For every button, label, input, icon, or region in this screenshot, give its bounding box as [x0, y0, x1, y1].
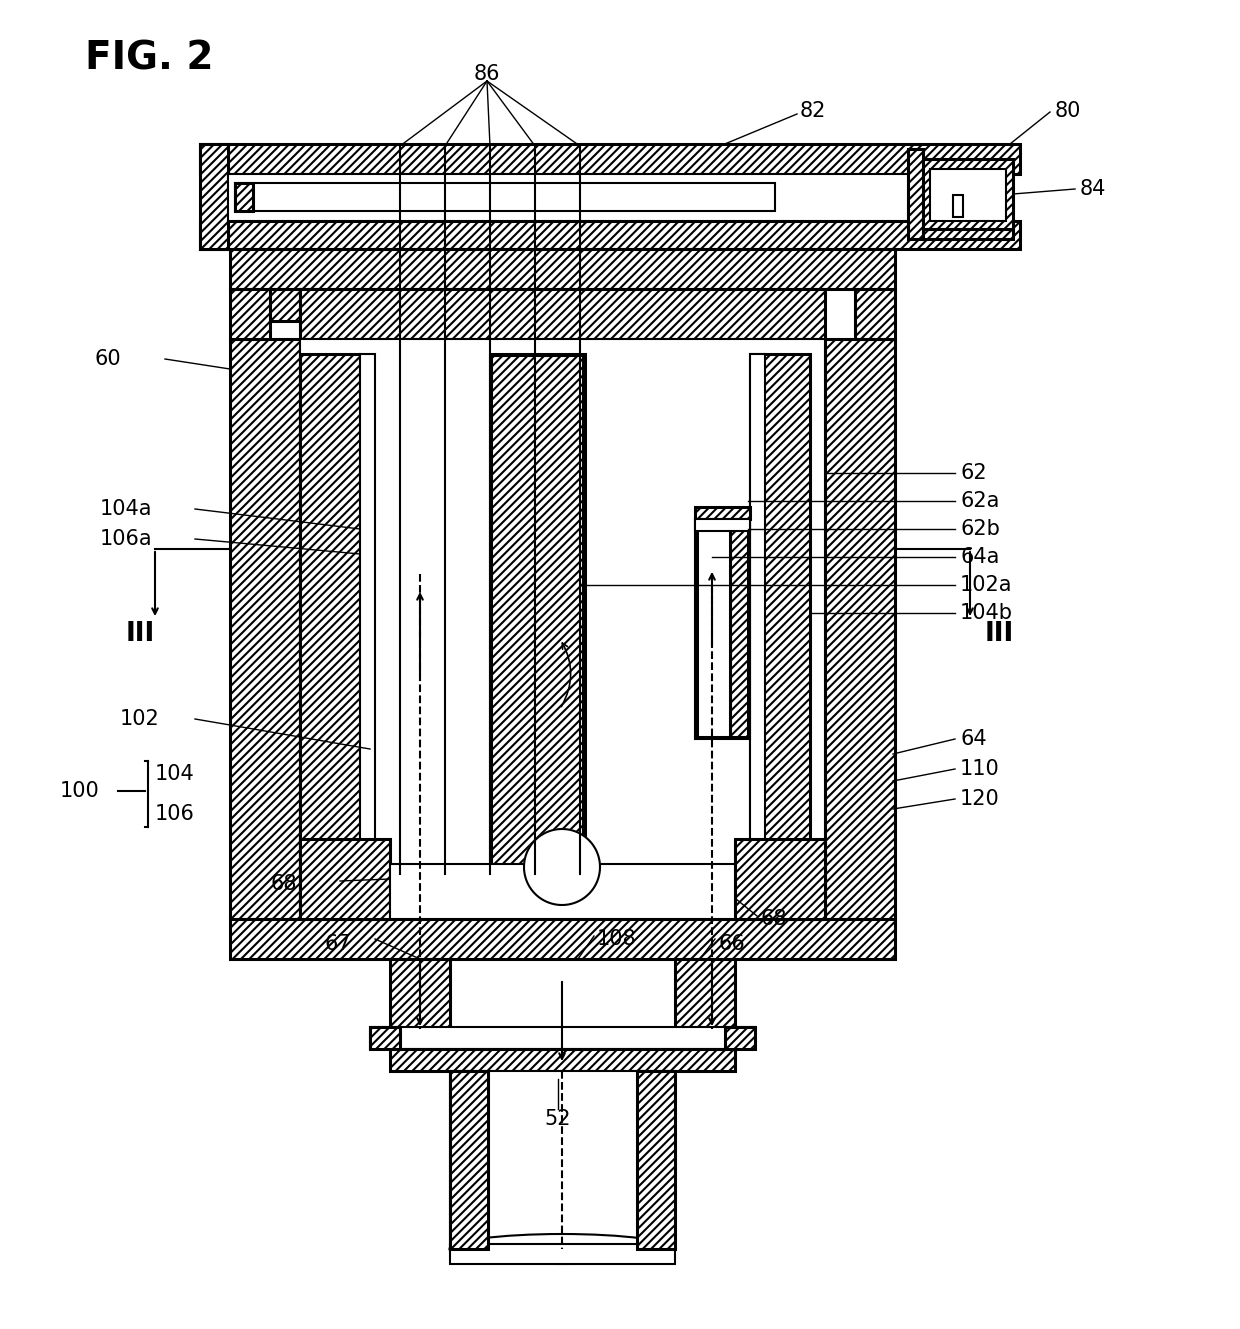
- Bar: [750, 354, 810, 909]
- Text: 66: 66: [718, 934, 745, 954]
- Text: FIG. 2: FIG. 2: [86, 40, 213, 78]
- Text: 120: 120: [960, 789, 999, 809]
- Bar: [492, 356, 583, 872]
- Text: 84: 84: [1080, 179, 1106, 199]
- Bar: [923, 159, 1013, 231]
- Text: 102a: 102a: [960, 575, 1013, 595]
- Polygon shape: [300, 839, 391, 918]
- Text: 108: 108: [596, 929, 636, 949]
- Text: 62: 62: [960, 462, 987, 482]
- Ellipse shape: [449, 1235, 675, 1264]
- Text: 100: 100: [60, 781, 99, 801]
- Bar: [228, 174, 908, 221]
- Polygon shape: [525, 829, 600, 905]
- Bar: [300, 354, 360, 909]
- Bar: [200, 144, 1021, 174]
- Bar: [930, 169, 1006, 221]
- Text: 102: 102: [120, 708, 160, 730]
- Text: 68: 68: [270, 874, 296, 894]
- Text: 52: 52: [544, 1108, 572, 1130]
- Bar: [694, 506, 750, 520]
- Bar: [450, 1071, 675, 1249]
- Bar: [694, 520, 750, 739]
- Bar: [490, 354, 585, 874]
- Bar: [229, 918, 895, 960]
- Polygon shape: [735, 839, 825, 918]
- Bar: [360, 354, 374, 909]
- Bar: [270, 288, 300, 322]
- Text: 104b: 104b: [960, 603, 1013, 623]
- Bar: [694, 520, 750, 532]
- Bar: [730, 521, 748, 738]
- Text: 82: 82: [800, 101, 826, 121]
- Bar: [825, 339, 895, 918]
- Bar: [200, 144, 228, 249]
- Bar: [450, 1071, 489, 1249]
- Bar: [236, 183, 253, 211]
- Text: 106: 106: [155, 804, 195, 824]
- Bar: [391, 1049, 735, 1071]
- Text: 64: 64: [960, 730, 987, 750]
- Text: 64a: 64a: [960, 548, 999, 567]
- Bar: [908, 149, 923, 239]
- Bar: [450, 1244, 675, 1264]
- Bar: [923, 229, 1013, 239]
- Text: 62b: 62b: [960, 520, 999, 540]
- Bar: [370, 1027, 755, 1049]
- Bar: [675, 960, 735, 1029]
- Text: 62a: 62a: [960, 490, 999, 510]
- Bar: [391, 960, 450, 1029]
- Text: 106a: 106a: [100, 529, 153, 549]
- Bar: [300, 288, 320, 330]
- Text: 68: 68: [760, 909, 786, 929]
- Bar: [300, 339, 825, 918]
- Text: 80: 80: [1055, 101, 1081, 121]
- Bar: [697, 521, 730, 738]
- Bar: [236, 183, 775, 211]
- Text: 67: 67: [325, 934, 352, 954]
- Bar: [200, 221, 1021, 249]
- Text: 110: 110: [960, 759, 999, 779]
- Bar: [750, 354, 765, 909]
- Bar: [954, 195, 963, 217]
- Text: III: III: [125, 621, 155, 647]
- Text: 104a: 104a: [100, 498, 153, 520]
- Bar: [229, 339, 300, 918]
- Bar: [229, 249, 895, 288]
- Bar: [856, 288, 895, 339]
- Bar: [300, 288, 825, 339]
- Bar: [637, 1071, 675, 1249]
- Text: 104: 104: [155, 764, 195, 784]
- Bar: [370, 1027, 401, 1049]
- Bar: [229, 288, 270, 339]
- Bar: [391, 864, 735, 918]
- Text: 86: 86: [474, 64, 500, 84]
- Bar: [725, 1027, 755, 1049]
- Text: III: III: [985, 621, 1014, 647]
- Text: 60: 60: [95, 350, 122, 369]
